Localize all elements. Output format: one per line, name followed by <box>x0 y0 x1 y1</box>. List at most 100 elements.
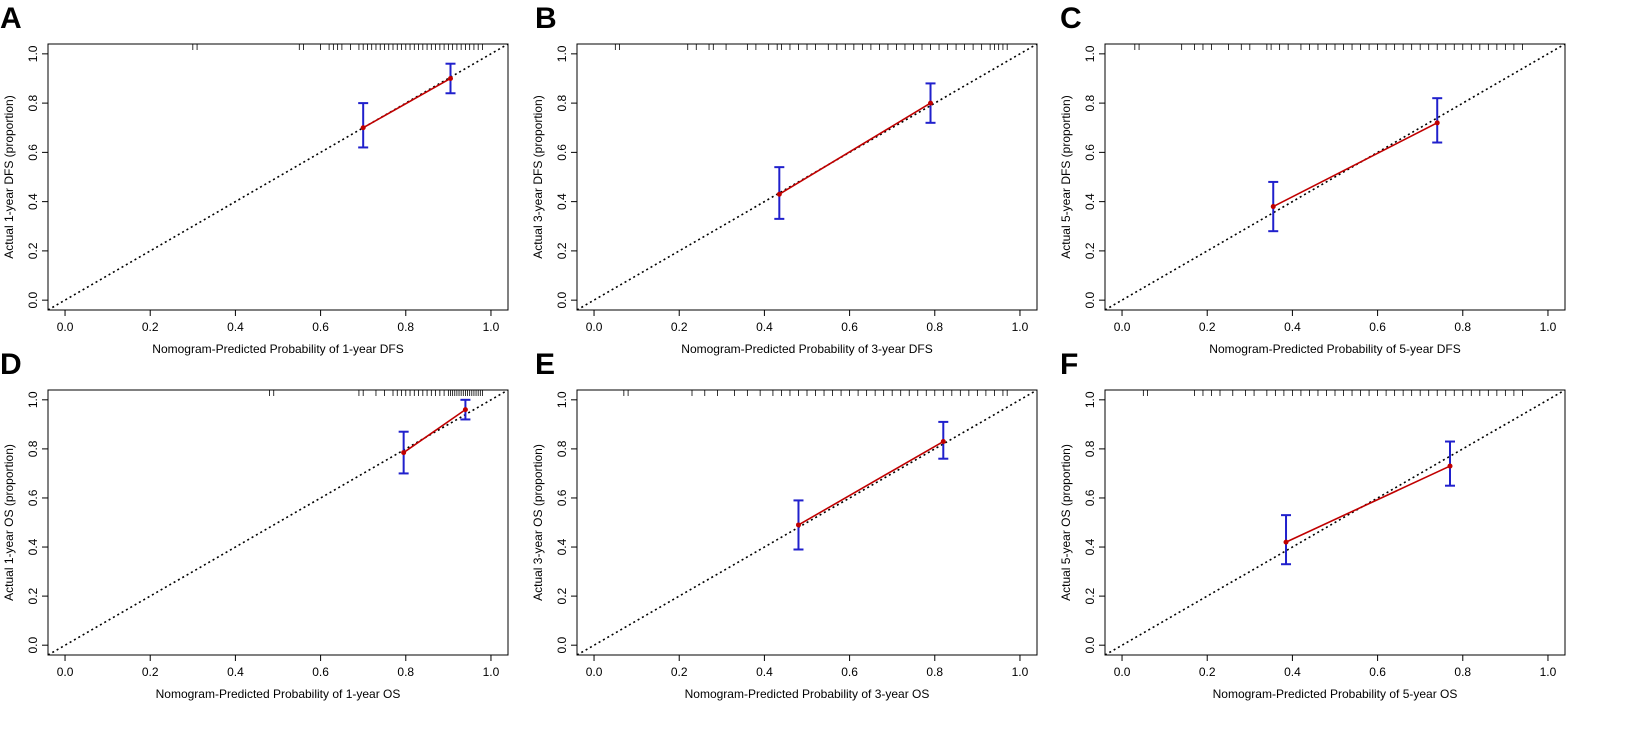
x-axis-label: Nomogram-Predicted Probability of 1-year… <box>156 687 401 701</box>
x-tick-label: 0.2 <box>142 320 159 334</box>
y-axis-label: Actual 3-year OS (proportion) <box>531 444 545 601</box>
x-tick-label: 0.2 <box>671 665 688 679</box>
calibration-line <box>1285 465 1451 543</box>
x-tick-label: 0.6 <box>1369 665 1386 679</box>
x-tick-label: 0.0 <box>57 665 74 679</box>
x-tick-label: 1.0 <box>1540 320 1557 334</box>
ideal-reference-line <box>1105 44 1565 310</box>
calibration-line <box>798 440 944 526</box>
y-tick-label: 0.2 <box>26 242 40 259</box>
x-tick-label: 0.4 <box>756 320 773 334</box>
x-tick-label: 0.6 <box>312 665 329 679</box>
calibration-point <box>1434 120 1440 126</box>
y-tick-label: 0.0 <box>1083 637 1097 654</box>
calibration-point <box>1447 463 1453 469</box>
x-tick-label: 0.4 <box>227 665 244 679</box>
y-tick-label: 1.0 <box>26 391 40 408</box>
panel-letter: F <box>1060 348 1078 381</box>
plot-area <box>1105 390 1565 655</box>
y-tick-label: 1.0 <box>26 45 40 62</box>
y-tick-label: 0.4 <box>1083 538 1097 555</box>
x-tick-label: 1.0 <box>1012 320 1029 334</box>
y-tick-label: 0.4 <box>555 538 569 555</box>
ideal-reference-line <box>48 390 508 655</box>
x-tick-label: 0.0 <box>1114 320 1131 334</box>
x-tick-label: 0.4 <box>1284 665 1301 679</box>
ideal-reference-line <box>1105 390 1565 655</box>
x-tick-label: 0.6 <box>1369 320 1386 334</box>
x-axis-label: Nomogram-Predicted Probability of 5-year… <box>1209 342 1460 356</box>
calibration-point <box>360 125 366 131</box>
y-tick-label: 0.2 <box>26 587 40 604</box>
x-tick-label: 0.8 <box>1454 665 1471 679</box>
y-tick-label: 0.6 <box>26 144 40 161</box>
y-tick-label: 0.4 <box>1083 193 1097 210</box>
y-tick-label: 0.0 <box>26 291 40 308</box>
y-tick-label: 0.8 <box>1083 94 1097 111</box>
calibration-line <box>403 408 466 454</box>
calibration-point <box>448 75 453 81</box>
x-tick-label: 0.2 <box>671 320 688 334</box>
y-tick-label: 0.2 <box>1083 242 1097 259</box>
ideal-reference-line <box>577 390 1037 655</box>
y-tick-label: 1.0 <box>555 45 569 62</box>
x-axis-label: Nomogram-Predicted Probability of 3-year… <box>685 687 930 701</box>
panel-f: F 0.0 0.2 0.4 0.6 0.8 1.0 0.0 0.2 0.4 0.6 0.8 1.0 Nom… <box>1059 348 1566 701</box>
calibration-line <box>778 102 931 195</box>
calibration-line <box>1272 122 1438 208</box>
x-tick-label: 0.6 <box>841 320 858 334</box>
y-tick-label: 0.4 <box>555 193 569 210</box>
x-tick-label: 0.0 <box>586 320 603 334</box>
x-tick-label: 0.6 <box>312 320 329 334</box>
calibration-point <box>462 407 468 413</box>
calibration-point <box>940 439 946 445</box>
plot-frame <box>47 43 509 311</box>
x-tick-label: 0.8 <box>1454 320 1471 334</box>
y-tick-label: 0.6 <box>555 144 569 161</box>
x-tick-label: 0.8 <box>397 665 414 679</box>
y-axis-label: Actual 5-year OS (proportion) <box>1059 444 1073 601</box>
y-tick-label: 0.6 <box>26 489 40 506</box>
calibration-line <box>362 77 451 129</box>
y-tick-label: 0.0 <box>555 637 569 654</box>
x-tick-label: 0.8 <box>926 665 943 679</box>
y-tick-label: 1.0 <box>555 391 569 408</box>
y-tick-label: 0.0 <box>26 637 40 654</box>
y-tick-label: 0.6 <box>1083 489 1097 506</box>
plot-frame <box>47 389 509 656</box>
y-tick-label: 1.0 <box>1083 45 1097 62</box>
x-tick-label: 0.8 <box>397 320 414 334</box>
y-tick-label: 0.8 <box>26 440 40 457</box>
x-tick-label: 1.0 <box>483 665 500 679</box>
x-tick-label: 0.6 <box>841 665 858 679</box>
x-tick-label: 1.0 <box>483 320 500 334</box>
y-axis-label: Actual 1-year DFS (proportion) <box>2 95 16 258</box>
y-tick-label: 0.4 <box>26 193 40 210</box>
x-tick-label: 0.4 <box>756 665 773 679</box>
plot-area <box>577 44 1037 310</box>
x-tick-label: 0.0 <box>57 320 74 334</box>
x-axis-label: Nomogram-Predicted Probability of 5-year… <box>1213 687 1458 701</box>
plot-area <box>48 390 508 655</box>
panel-letter: D <box>0 348 22 381</box>
panel-c: C 0.0 0.2 0.4 0.6 0.8 1.0 0.0 0.2 0.4 0.6 0.8 1.0 Nom… <box>1059 2 1566 356</box>
panel-letter: B <box>535 2 557 35</box>
ideal-reference-line <box>48 44 508 310</box>
calibration-point <box>776 191 782 197</box>
panel-e: E 0.0 0.2 0.4 0.6 0.8 1.0 0.0 0.2 0.4 0.6 0.8 1.0 Nom… <box>531 348 1038 701</box>
y-axis-label: Actual 1-year OS (proportion) <box>2 444 16 601</box>
x-tick-label: 0.2 <box>1199 665 1216 679</box>
y-tick-label: 0.6 <box>555 489 569 506</box>
y-tick-label: 0.4 <box>26 538 40 555</box>
x-tick-label: 0.4 <box>227 320 244 334</box>
y-tick-label: 1.0 <box>1083 391 1097 408</box>
panel-a: A 0.0 0.2 0.4 0.6 0.8 1.0 0.0 0.2 0.4 0.6 0.8 1.0 Nom… <box>0 2 509 356</box>
calibration-point <box>1283 539 1289 545</box>
y-tick-label: 0.2 <box>1083 587 1097 604</box>
x-tick-label: 0.0 <box>1114 665 1131 679</box>
y-tick-label: 0.6 <box>1083 144 1097 161</box>
x-axis-label: Nomogram-Predicted Probability of 1-year… <box>152 342 403 356</box>
y-tick-label: 0.8 <box>26 94 40 111</box>
y-tick-label: 0.2 <box>555 587 569 604</box>
